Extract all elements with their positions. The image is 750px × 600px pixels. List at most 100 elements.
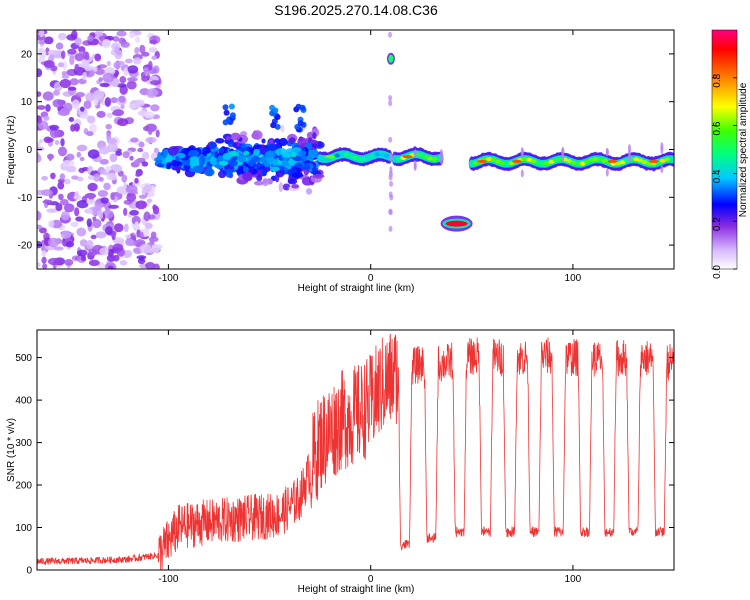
heatmap-cell [619,160,626,165]
heatmap-cell [78,167,86,174]
heatmap-cell [520,147,524,156]
heatmap-cell [135,172,141,177]
heatmap-cell [57,32,67,41]
heatmap-cell [119,76,127,84]
heatmap-cell [86,115,96,124]
heatmap-cell [52,99,64,108]
heatmap-cell [75,216,84,222]
heatmap-cell [490,157,497,162]
heatmap-cell [65,241,75,248]
heatmap-cell [149,80,161,86]
heatmap-cell [274,114,281,120]
heatmap-cell [48,153,53,162]
heatmap-cell [92,66,98,73]
snr-ytick-label: 0 [26,566,32,577]
heatmap-cell [65,153,75,161]
chart-title: S196.2025.270.14.08.C36 [274,2,438,18]
heatmap-cell [146,198,153,203]
heatmap-cell [57,109,70,116]
heatmap-cell [86,131,94,137]
heatmap-cell [102,72,115,83]
heatmap-cell [389,180,394,187]
heatmap-cell [256,175,263,182]
colorbar-tick-label: 0.2 [712,217,723,231]
heatmap-cell [281,152,291,158]
heatmap-cell [157,162,164,168]
heatmap-cell [62,159,75,167]
heatmap-cell [63,203,75,213]
heatmap-cell [175,156,180,162]
heatmap-cell [45,137,54,143]
snr-panel: -100 0 100 0 100 200 300 400 500 Height of strai… [6,329,675,595]
heatmap-cell [305,188,313,195]
heatmap-cell [288,137,296,145]
heatmap-cell [76,144,88,152]
heatmap-cell [389,166,393,175]
heatmap-cell [144,222,153,230]
heatmap-cell [248,159,256,167]
heatmap-xtick-label: 100 [565,273,582,284]
heatmap-cell [530,159,537,164]
heatmap-cell [312,173,325,179]
heatmap-cell [670,155,674,164]
heatmap-cell [127,65,139,74]
heatmap-cell [312,132,317,140]
heatmap-cell [294,163,303,168]
heatmap-cell [141,151,150,160]
heatmap-cell [133,57,142,65]
heatmap-cell [138,141,145,148]
heatmap-cell [660,165,664,174]
heatmap-cell [123,207,128,217]
heatmap-cell [601,158,608,163]
heatmap-cell [89,123,97,133]
heatmap-cell [87,175,95,180]
heatmap-cell [37,146,45,152]
heatmap-cell [74,207,80,217]
heatmap-cell [38,30,45,38]
heatmap-cell [374,152,381,157]
heatmap-xtick-label: -100 [158,273,178,284]
heatmap-cell [139,44,146,54]
heatmap-cell [134,46,140,55]
heatmap-cell [119,260,128,266]
heatmap-cell [37,154,42,163]
heatmap-cell [104,97,111,107]
heatmap-cell [265,150,275,159]
heatmap-cell [584,160,590,164]
heatmap-cell [63,102,73,112]
heatmap-cell [126,80,137,90]
heatmap-cell [278,182,284,193]
heatmap-cell [402,155,413,159]
heatmap-cell [128,32,136,39]
snr-series-line [37,333,674,570]
heatmap-cell [99,82,110,88]
colorbar-label: Normalized spectral amplitude [738,82,749,217]
heatmap-cell [44,36,54,45]
heatmap-cell [495,159,502,164]
heatmap-cell [97,190,109,197]
heatmap-cell [46,208,58,213]
heatmap-cell [243,150,250,156]
heatmap-cell [110,49,116,56]
heatmap-cell [388,191,393,198]
heatmap-cell [145,136,157,144]
heatmap-cell [49,124,60,131]
heatmap-cell [535,161,542,165]
heatmap-cell [109,153,118,163]
heatmap-cell [225,168,233,178]
heatmap-cell [170,159,183,167]
heatmap-cell [41,249,47,257]
heatmap-cell [125,238,134,246]
heatmap-cell [93,97,99,106]
heatmap-cell [151,55,158,60]
heatmap-cell [75,91,86,98]
heatmap-cell [107,265,114,269]
heatmap-cell [324,155,335,159]
heatmap-cell [291,171,304,178]
heatmap-cell [74,53,84,62]
heatmap-cell [51,219,63,229]
heatmap-cell [61,50,66,60]
heatmap-cell [150,231,157,239]
heatmap-cell [155,129,160,138]
heatmap-cell [76,249,88,257]
